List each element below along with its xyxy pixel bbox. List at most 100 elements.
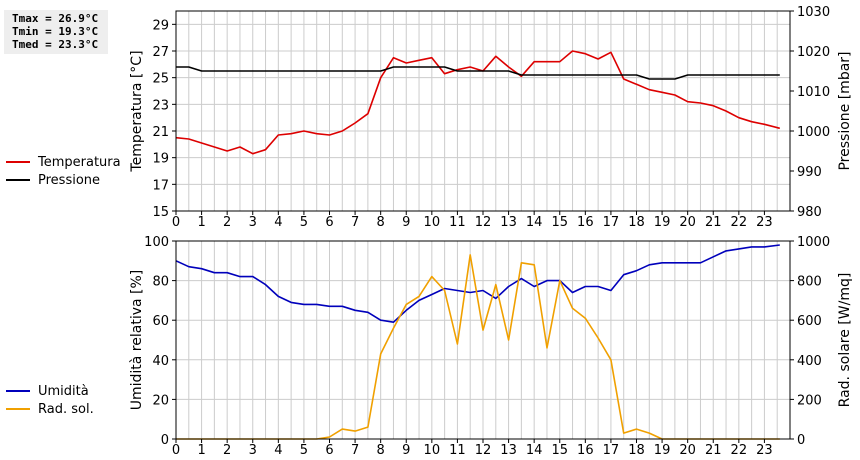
x-tick-label: 22 xyxy=(731,443,748,458)
x-tick-label: 21 xyxy=(705,215,722,230)
x-tick-label: 3 xyxy=(249,443,257,458)
x-tick-label: 21 xyxy=(705,443,722,458)
series-line-primary xyxy=(175,50,781,155)
legend-label-pressione: Pressione xyxy=(38,172,101,188)
x-tick-label: 1 xyxy=(197,443,205,458)
legend-swatch-temperatura xyxy=(6,161,30,163)
x-tick-label: 7 xyxy=(351,215,359,230)
legend-item-radsol: Rad. sol. xyxy=(6,400,94,418)
legend-top: Temperatura Pressione xyxy=(6,153,121,189)
x-tick-label: 11 xyxy=(449,215,466,230)
y-left-tick-label: 0 xyxy=(161,433,169,448)
legend-label-temperatura: Temperatura xyxy=(38,154,121,170)
y-right-tick-label: 1020 xyxy=(797,45,830,60)
x-tick-label: 19 xyxy=(654,443,671,458)
x-tick-label: 13 xyxy=(500,215,517,230)
x-tick-label: 6 xyxy=(325,443,333,458)
legend-item-pressione: Pressione xyxy=(6,171,121,189)
x-tick-label: 16 xyxy=(577,443,594,458)
legend-swatch-pressione xyxy=(6,179,30,181)
legend-swatch-radsol xyxy=(6,408,30,410)
y-left-tick-label: 21 xyxy=(152,125,169,140)
x-tick-label: 0 xyxy=(172,443,180,458)
x-tick-label: 12 xyxy=(475,215,492,230)
x-tick-label: 23 xyxy=(756,443,773,458)
y-right-tick-label: 400 xyxy=(797,354,822,369)
series-line-secondary xyxy=(176,254,780,440)
tmin-text: Tmin = 19.3°C xyxy=(12,25,99,38)
legend-item-umidita: Umidità xyxy=(6,382,94,400)
x-tick-label: 9 xyxy=(402,443,410,458)
x-tick-label: 18 xyxy=(628,443,645,458)
x-tick-label: 15 xyxy=(551,215,568,230)
x-tick-label: 20 xyxy=(679,443,696,458)
x-tick-label: 4 xyxy=(274,215,282,230)
x-tick-label: 14 xyxy=(526,215,543,230)
stats-box: Tmax = 26.9°C Tmin = 19.3°C Tmed = 23.3°… xyxy=(4,10,108,54)
x-tick-label: 12 xyxy=(475,443,492,458)
x-tick-label: 4 xyxy=(274,443,282,458)
y-right-tick-label: 800 xyxy=(797,275,822,290)
legend-swatch-umidita xyxy=(6,390,30,392)
x-tick-label: 17 xyxy=(603,443,620,458)
x-tick-label: 0 xyxy=(172,215,180,230)
x-tick-label: 18 xyxy=(628,215,645,230)
series-line-secondary xyxy=(176,66,780,80)
x-tick-label: 7 xyxy=(351,443,359,458)
legend-bottom: Umidità Rad. sol. xyxy=(6,382,94,418)
x-tick-label: 17 xyxy=(603,215,620,230)
tmed-text: Tmed = 23.3°C xyxy=(12,38,99,51)
y-right-tick-label: 1010 xyxy=(797,85,830,100)
y-right-tick-label: 200 xyxy=(797,393,822,408)
x-tick-label: 6 xyxy=(325,215,333,230)
y-left-axis-label: Umidità relativa [%] xyxy=(129,270,145,411)
y-left-tick-label: 23 xyxy=(152,98,169,113)
y-left-tick-label: 19 xyxy=(152,152,169,167)
x-tick-label: 20 xyxy=(679,215,696,230)
y-right-axis-label: Rad. solare [W/mq] xyxy=(837,273,853,408)
y-left-tick-label: 100 xyxy=(144,235,169,250)
x-tick-label: 2 xyxy=(223,215,231,230)
x-tick-label: 1 xyxy=(197,215,205,230)
x-tick-label: 23 xyxy=(756,215,773,230)
y-left-tick-label: 60 xyxy=(152,314,169,329)
y-right-tick-label: 600 xyxy=(797,314,822,329)
x-tick-label: 16 xyxy=(577,215,594,230)
y-right-tick-label: 1000 xyxy=(797,125,830,140)
x-tick-label: 11 xyxy=(449,443,466,458)
x-tick-label: 9 xyxy=(402,215,410,230)
legend-label-umidita: Umidità xyxy=(38,383,89,399)
x-tick-label: 13 xyxy=(500,443,517,458)
x-tick-label: 5 xyxy=(300,215,308,230)
x-tick-label: 5 xyxy=(300,443,308,458)
legend-label-radsol: Rad. sol. xyxy=(38,401,94,417)
y-left-tick-label: 25 xyxy=(152,72,169,87)
y-left-tick-label: 27 xyxy=(152,45,169,60)
x-tick-label: 14 xyxy=(526,443,543,458)
y-left-tick-label: 15 xyxy=(152,205,169,220)
x-tick-label: 2 xyxy=(223,443,231,458)
x-tick-label: 19 xyxy=(654,215,671,230)
series-line-primary xyxy=(175,244,780,324)
y-right-tick-label: 990 xyxy=(797,165,822,180)
y-right-axis-label: Pressione [mbar] xyxy=(837,51,853,170)
y-left-tick-label: 20 xyxy=(152,393,169,408)
legend-item-temperatura: Temperatura xyxy=(6,153,121,171)
x-tick-label: 3 xyxy=(249,215,257,230)
y-left-tick-label: 29 xyxy=(152,18,169,33)
y-right-tick-label: 0 xyxy=(797,433,805,448)
y-left-tick-label: 40 xyxy=(152,354,169,369)
x-tick-label: 15 xyxy=(551,443,568,458)
x-tick-label: 8 xyxy=(377,215,385,230)
x-tick-label: 10 xyxy=(424,443,441,458)
x-tick-label: 8 xyxy=(377,443,385,458)
y-left-tick-label: 17 xyxy=(152,178,169,193)
x-tick-label: 22 xyxy=(731,215,748,230)
y-right-tick-label: 1000 xyxy=(797,235,830,250)
y-left-axis-label: Temperatura [°C] xyxy=(129,50,145,172)
tmax-text: Tmax = 26.9°C xyxy=(12,12,99,25)
y-left-tick-label: 80 xyxy=(152,275,169,290)
x-tick-label: 10 xyxy=(424,215,441,230)
y-right-tick-label: 980 xyxy=(797,205,822,220)
